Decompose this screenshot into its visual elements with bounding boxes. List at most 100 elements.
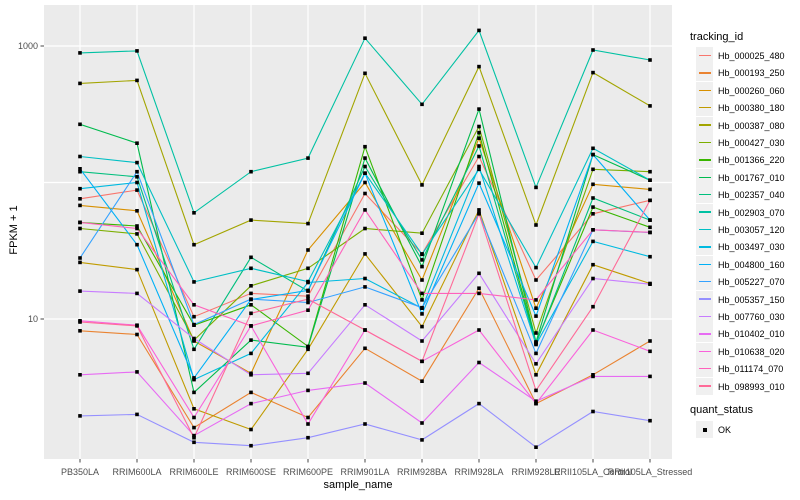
- data-point: [363, 36, 367, 40]
- data-point: [477, 154, 481, 159]
- legend-key: [696, 377, 713, 395]
- data-point: [306, 156, 310, 160]
- data-point: [648, 178, 652, 182]
- data-point: [363, 208, 367, 212]
- data-point: [249, 218, 253, 222]
- data-point: [648, 230, 652, 235]
- data-point: [249, 303, 253, 307]
- data-point: [648, 374, 652, 379]
- data-point: [192, 314, 196, 319]
- x-tick-label: RRIM600LE: [169, 467, 218, 477]
- data-point: [135, 169, 139, 174]
- data-point: [648, 254, 652, 259]
- data-point: [591, 212, 595, 216]
- data-point: [192, 211, 196, 215]
- legend-item-label: Hb_000380_180: [718, 103, 785, 114]
- data-point: [363, 252, 367, 256]
- data-point: [249, 169, 253, 174]
- data-point: [192, 376, 196, 380]
- data-point: [477, 181, 481, 185]
- data-point: [363, 328, 367, 332]
- data-point: [78, 226, 82, 231]
- data-point: [591, 70, 595, 75]
- legend-key: [696, 116, 713, 134]
- data-point: [420, 252, 424, 257]
- data-point: [534, 278, 538, 282]
- data-point: [78, 320, 82, 324]
- legend-key: [696, 64, 713, 82]
- data-point: [420, 298, 424, 302]
- legend-key-line-icon: [698, 368, 711, 370]
- data-point: [192, 336, 196, 341]
- data-point: [420, 258, 424, 262]
- data-point: [534, 373, 538, 377]
- data-point: [306, 415, 310, 420]
- data-point: [249, 351, 253, 356]
- legend-key-line-icon: [698, 194, 711, 196]
- legend-key: [696, 151, 713, 169]
- x-tick-label: RRIM600SE: [226, 467, 276, 477]
- legend-item-label: Hb_010402_010: [718, 329, 785, 340]
- data-point: [591, 152, 595, 157]
- data-point: [192, 435, 196, 440]
- legend-key-line-icon: [698, 124, 711, 126]
- data-point: [249, 291, 253, 296]
- data-point: [135, 232, 139, 236]
- data-point: [591, 48, 595, 52]
- data-point: [78, 186, 82, 191]
- legend-item-label: Hb_007760_030: [718, 312, 785, 322]
- data-point: [363, 226, 367, 231]
- data-point: [534, 298, 538, 302]
- x-tick-label: RRIM600PE: [283, 467, 333, 477]
- legend-key: [696, 342, 713, 360]
- legend-item-label: Hb_004800_160: [718, 259, 785, 270]
- data-point: [192, 280, 196, 284]
- y-axis-title: FPKM + 1: [8, 205, 20, 255]
- data-point: [192, 322, 196, 327]
- data-point: [78, 51, 82, 55]
- legend-key-line-icon: [698, 211, 711, 213]
- legend-key: [696, 81, 713, 99]
- data-point: [306, 266, 310, 271]
- data-point: [534, 306, 538, 310]
- legend-item-label: Hb_005227_070: [718, 277, 785, 288]
- data-point: [249, 266, 253, 271]
- data-point: [363, 276, 367, 281]
- data-point: [135, 412, 139, 417]
- data-point: [591, 304, 595, 309]
- data-point: [192, 425, 196, 430]
- legend-item-label: Hb_000260_060: [718, 85, 785, 96]
- data-point: [591, 167, 595, 172]
- data-point: [420, 312, 424, 316]
- data-point: [363, 381, 367, 385]
- data-point: [249, 443, 253, 448]
- data-point: [78, 414, 82, 418]
- data-point: [306, 297, 310, 301]
- data-point: [363, 180, 367, 185]
- data-point: [192, 303, 196, 307]
- data-point: [477, 208, 481, 212]
- data-point: [477, 401, 481, 406]
- data-point: [534, 223, 538, 227]
- data-point: [249, 255, 253, 260]
- data-point: [591, 182, 595, 187]
- data-point: [135, 49, 139, 53]
- data-point: [135, 160, 139, 165]
- legend-title-quant-status: quant_status: [690, 404, 753, 416]
- data-point: [648, 339, 652, 343]
- data-point: [420, 102, 424, 107]
- data-point: [591, 205, 595, 209]
- legend-key: [696, 238, 713, 256]
- legend-key: [696, 203, 713, 221]
- legend-key-line-icon: [698, 107, 711, 109]
- data-point: [534, 401, 538, 406]
- data-point: [306, 288, 310, 293]
- data-point: [591, 239, 595, 244]
- data-point: [306, 388, 310, 393]
- x-tick-label: RRIM928BA: [397, 467, 447, 477]
- data-point: [249, 324, 253, 328]
- data-point: [78, 169, 82, 174]
- data-point: [135, 242, 139, 247]
- legend-key: [696, 47, 713, 64]
- data-point: [249, 338, 253, 342]
